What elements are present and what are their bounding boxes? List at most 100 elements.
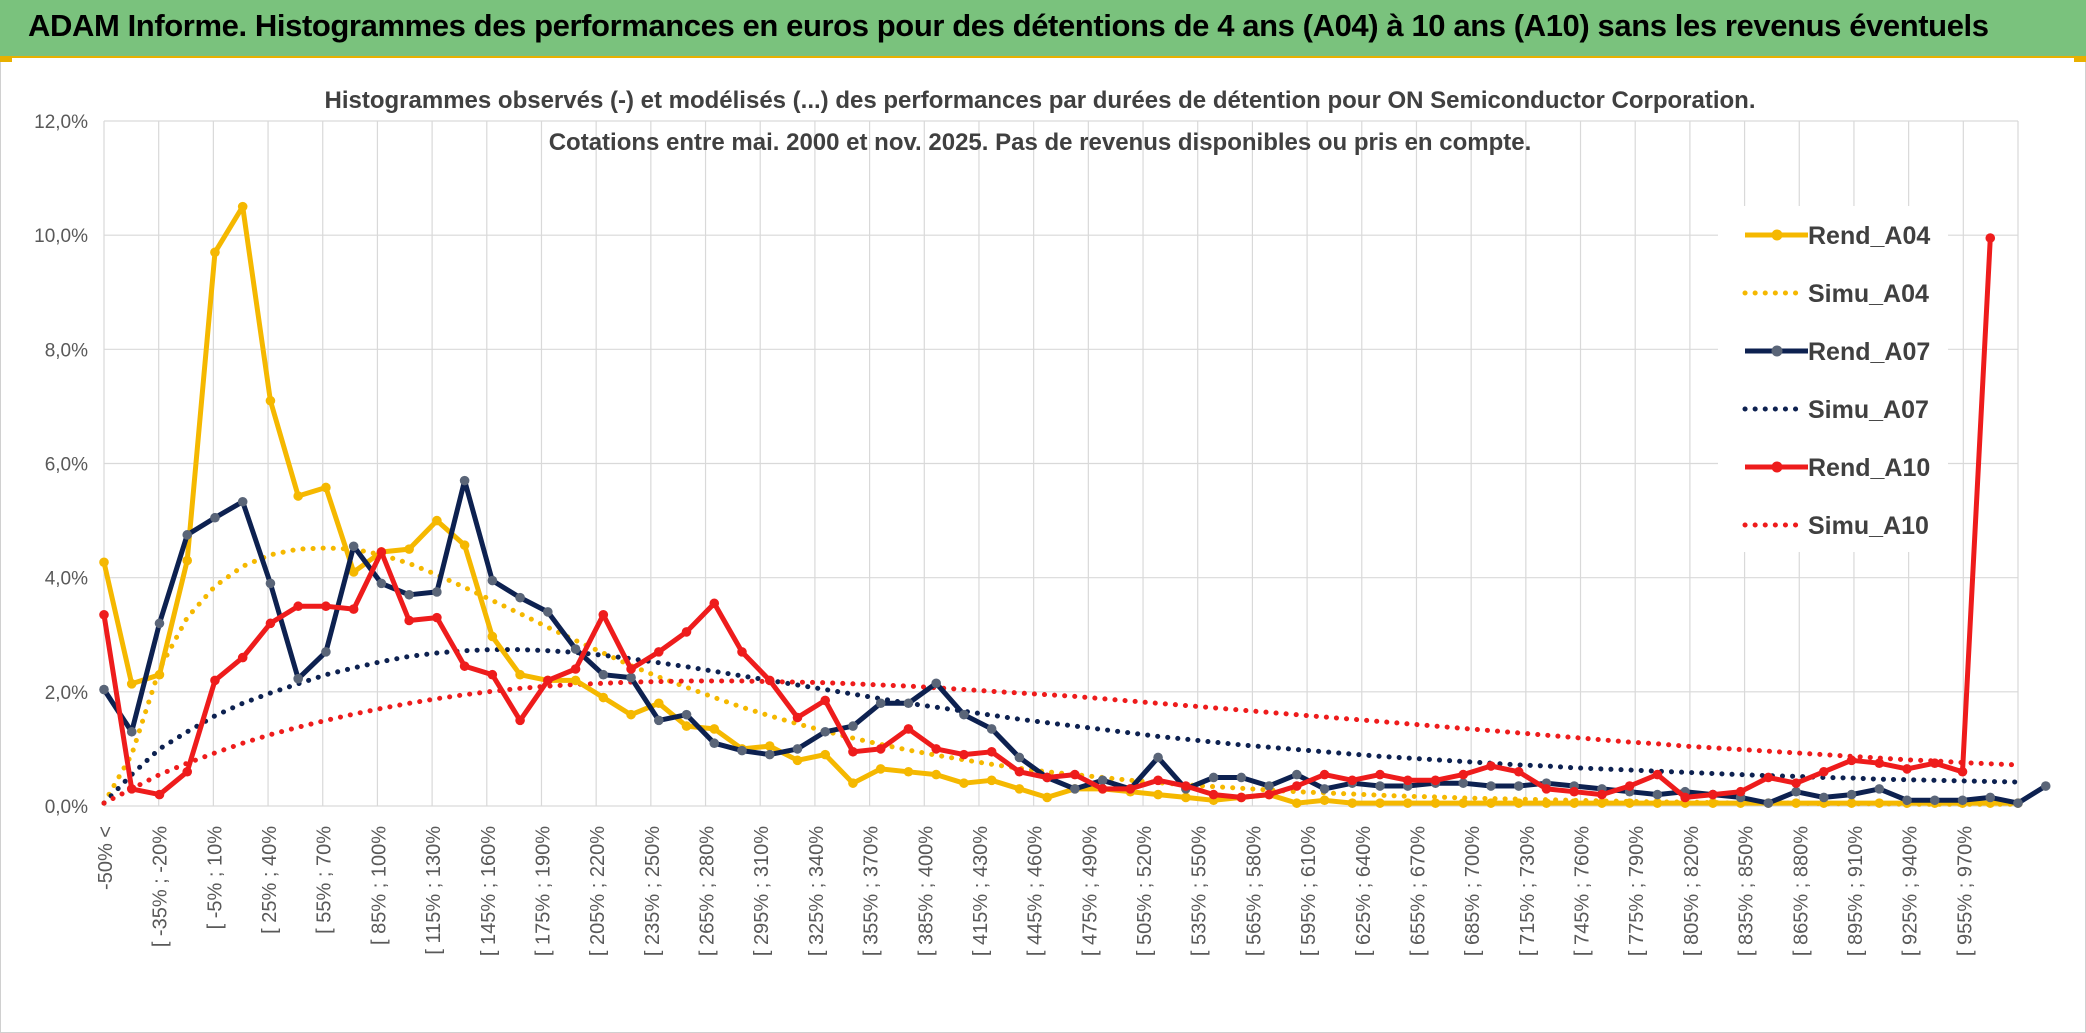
series-line-rend_a04 bbox=[101, 204, 2018, 806]
corner-accent-right bbox=[2074, 56, 2086, 62]
data-point-rend_a04 bbox=[99, 557, 109, 568]
data-point-rend_a04 bbox=[848, 778, 858, 788]
data-point-rend_a04 bbox=[931, 769, 941, 780]
x-tick-label: [ 385% ; 400% bbox=[915, 826, 937, 956]
data-point-rend_a07 bbox=[820, 726, 831, 737]
chart-title-line1: Histogrammes observés (-) et modélisés (… bbox=[325, 87, 1756, 114]
data-point-rend_a07 bbox=[515, 592, 525, 603]
data-point-rend_a04 bbox=[237, 201, 248, 212]
data-point-rend_a07 bbox=[265, 578, 276, 589]
y-axis-ticks: 0,0% 2,0% 4,0% 6,0% 8,0% 10,0% 12,0% bbox=[34, 112, 88, 818]
data-point-rend_a04 bbox=[764, 741, 775, 751]
data-point-rend_a10 bbox=[237, 652, 248, 663]
data-point-rend_a10 bbox=[321, 601, 331, 612]
x-tick-label: -50% < bbox=[95, 826, 117, 890]
data-point-rend_a10 bbox=[515, 715, 525, 726]
data-point-rend_a07 bbox=[1846, 789, 1857, 800]
data-point-rend_a04 bbox=[515, 669, 525, 680]
data-point-rend_a10 bbox=[1458, 769, 1469, 780]
data-point-rend_a10 bbox=[737, 647, 747, 657]
data-point-rend_a10 bbox=[99, 609, 109, 620]
data-point-rend_a10 bbox=[1957, 766, 1968, 777]
data-point-rend_a10 bbox=[598, 609, 609, 620]
data-point-rend_a07 bbox=[293, 673, 303, 684]
data-point-rend_a07 bbox=[182, 530, 193, 540]
data-point-rend_a07 bbox=[1014, 752, 1025, 763]
data-point-rend_a10 bbox=[1846, 755, 1857, 766]
data-point-rend_a07 bbox=[1652, 789, 1663, 800]
data-point-rend_a04 bbox=[903, 766, 914, 777]
data-point-rend_a10 bbox=[875, 744, 886, 754]
data-point-rend_a07 bbox=[321, 647, 331, 657]
data-point-rend_a10 bbox=[1624, 781, 1635, 791]
x-tick-label: [ 565% ; 580% bbox=[1243, 826, 1265, 956]
data-point-rend_a10 bbox=[1819, 766, 1829, 777]
x-tick-label: [ 415% ; 430% bbox=[970, 826, 992, 956]
data-point-rend_a10 bbox=[1347, 775, 1358, 786]
data-point-rend_a04 bbox=[182, 555, 193, 566]
data-point-rend_a04 bbox=[570, 675, 581, 686]
data-point-rend_a10 bbox=[543, 675, 553, 686]
x-tick-label: [ 655% ; 670% bbox=[1407, 826, 1429, 956]
data-point-rend_a10 bbox=[792, 712, 803, 723]
data-point-rend_a10 bbox=[487, 669, 498, 680]
data-point-rend_a10 bbox=[210, 675, 220, 686]
x-tick-label: [ 625% ; 640% bbox=[1353, 826, 1375, 956]
series-line-simu_a10 bbox=[101, 678, 2021, 806]
data-point-rend_a10 bbox=[1791, 778, 1801, 788]
data-point-rend_a07 bbox=[653, 715, 664, 726]
data-point-rend_a10 bbox=[1430, 775, 1441, 786]
data-point-rend_a07 bbox=[1819, 792, 1829, 803]
data-point-rend_a04 bbox=[1541, 798, 1552, 808]
data-point-rend_a10 bbox=[820, 695, 831, 706]
data-point-rend_a07 bbox=[1236, 772, 1247, 783]
x-tick-label: [ 355% ; 370% bbox=[861, 826, 883, 956]
data-point-rend_a10 bbox=[1735, 786, 1746, 797]
data-point-rend_a07 bbox=[1957, 795, 1968, 806]
legend-label: Rend_A10 bbox=[1808, 454, 1930, 482]
y-tick-label: 12,0% bbox=[34, 112, 88, 133]
data-point-rend_a07 bbox=[2040, 781, 2051, 791]
data-point-rend_a07 bbox=[1791, 786, 1801, 797]
x-tick-label: [ 505% ; 520% bbox=[1134, 826, 1156, 956]
x-tick-label: [ 55% ; 70% bbox=[314, 826, 336, 934]
data-point-rend_a10 bbox=[1153, 775, 1163, 786]
data-point-rend_a07 bbox=[1319, 784, 1330, 794]
corner-accent-left bbox=[0, 56, 12, 62]
data-point-rend_a04 bbox=[875, 764, 886, 774]
x-tick-label: [ 85% ; 100% bbox=[368, 826, 390, 945]
data-point-rend_a10 bbox=[959, 749, 969, 760]
x-tick-label: [ 295% ; 310% bbox=[751, 826, 773, 956]
data-point-rend_a07 bbox=[1513, 781, 1524, 791]
data-point-rend_a10 bbox=[1042, 772, 1052, 783]
x-tick-label: [ 895% ; 910% bbox=[1845, 826, 1867, 956]
data-point-rend_a04 bbox=[126, 679, 137, 689]
data-point-rend_a04 bbox=[1153, 789, 1163, 800]
data-point-rend_a04 bbox=[432, 515, 442, 526]
data-point-rend_a07 bbox=[903, 698, 914, 709]
data-point-rend_a07 bbox=[792, 744, 803, 754]
y-tick-label: 0,0% bbox=[45, 797, 88, 818]
data-point-rend_a10 bbox=[1264, 789, 1274, 800]
x-tick-label: [ 955% ; 970% bbox=[1954, 826, 1976, 956]
data-point-rend_a04 bbox=[487, 631, 498, 642]
data-point-rend_a10 bbox=[1181, 781, 1191, 791]
data-point-rend_a07 bbox=[1264, 781, 1274, 791]
data-point-rend_a04 bbox=[653, 698, 664, 709]
data-point-rend_a10 bbox=[1014, 766, 1025, 777]
data-point-rend_a04 bbox=[265, 395, 276, 406]
x-tick-label: [ 475% ; 490% bbox=[1079, 826, 1101, 956]
data-point-rend_a10 bbox=[1319, 769, 1330, 780]
data-point-rend_a07 bbox=[570, 644, 581, 654]
data-point-rend_a04 bbox=[348, 567, 359, 577]
data-point-rend_a04 bbox=[959, 778, 969, 788]
legend-label: Rend_A04 bbox=[1808, 222, 1930, 250]
report-title: ADAM Informe. Histogrammes des performan… bbox=[28, 8, 1989, 43]
data-point-rend_a10 bbox=[1208, 789, 1219, 800]
data-point-rend_a07 bbox=[986, 724, 997, 734]
data-point-rend_a10 bbox=[1070, 769, 1080, 780]
data-point-rend_a04 bbox=[1708, 798, 1718, 808]
data-point-rend_a10 bbox=[1985, 233, 1996, 243]
data-point-rend_a07 bbox=[210, 512, 220, 523]
y-tick-label: 10,0% bbox=[34, 226, 88, 247]
